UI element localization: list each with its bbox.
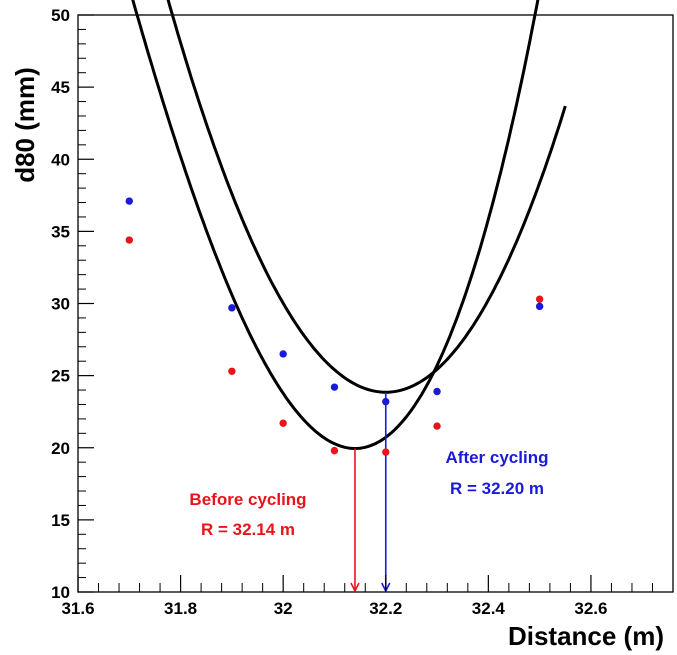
y-tick-label: 10 [51,583,70,602]
data-point-after [330,383,339,391]
y-axis-title: d80 (mm) [10,67,40,183]
data-point-after [433,387,441,396]
data-point-before [535,295,544,303]
fit-curve-before [131,0,540,451]
data-point-after [125,197,133,205]
minimum-arrows [350,392,391,593]
data-point-before [125,236,133,244]
x-tick-label: 31.8 [164,599,197,618]
after-cycling-label: After cycling [446,448,549,467]
y-tick-label: 25 [51,367,70,386]
data-point-after [382,397,390,406]
data-point-after [535,302,544,311]
before-cycling-label: Before cycling [189,490,306,509]
data-point-before [330,446,339,455]
fit-curve-after [166,0,567,394]
data-points [125,197,544,456]
plot-frame [77,14,674,593]
fit-curves [131,0,567,451]
data-point-before [228,367,236,375]
y-tick-label: 50 [51,6,70,25]
x-tick-label: 32.4 [472,599,506,618]
y-tick-label: 20 [51,439,70,458]
y-tick-label: 35 [51,222,70,241]
data-point-after [279,350,287,358]
arrow-head-before [350,582,360,593]
data-point-after [228,304,236,312]
y-tick-label: 15 [51,511,70,530]
y-tick-label: 45 [51,78,70,97]
x-tick-label: 32.6 [574,599,607,618]
x-tick-label: 31.6 [61,599,94,618]
axis-ticks: 10 15 20 25 30 35 40 45 50 31.6 31.8 32 32.2 32.4 32.6 [51,6,674,618]
before-radius-label: R = 32.14 m [201,520,295,539]
y-tick-label: 40 [51,150,70,169]
x-tick-label: 32.2 [369,599,402,618]
x-tick-label: 32 [274,599,293,618]
data-point-before [279,419,287,427]
y-tick-label: 30 [51,295,70,314]
data-point-before [382,448,390,456]
x-axis-title: Distance (m) [508,621,664,651]
data-point-before [433,422,441,430]
plot-border [77,14,674,593]
after-radius-label: R = 32.20 m [450,479,544,498]
